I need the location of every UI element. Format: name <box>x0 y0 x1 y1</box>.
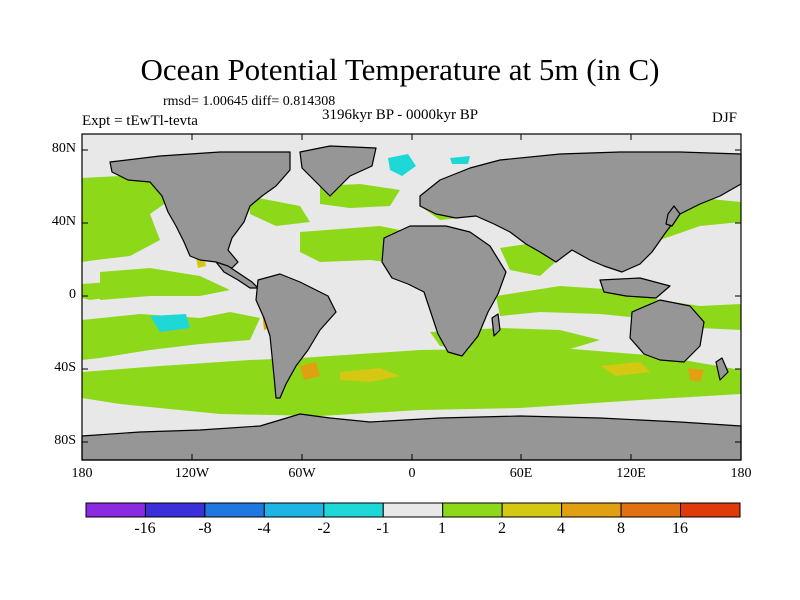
anomaly-patch <box>82 282 120 300</box>
lon-label: 180 <box>730 466 752 481</box>
axis-ticks <box>82 134 741 460</box>
land-greenland <box>299 145 377 197</box>
stats-text: rmsd= 1.00645 diff= 0.814308 <box>163 94 336 109</box>
map-title: Ocean Potential Temperature at 5m (in C) <box>140 52 660 87</box>
anomaly-patch <box>300 362 320 380</box>
colorbar-label: 8 <box>617 520 625 537</box>
land-australia <box>629 299 705 363</box>
anomaly-patch <box>82 348 741 416</box>
land-madagascar <box>491 313 501 337</box>
anomaly-patch <box>248 196 310 226</box>
lon-label: 60W <box>288 466 316 481</box>
anomaly-patch <box>688 368 704 382</box>
colorbar-bin <box>561 502 622 518</box>
lon-label: 120E <box>616 466 646 481</box>
colorbar-label: -16 <box>134 520 156 537</box>
colorbar-label: 2 <box>498 520 506 537</box>
anomaly-patch <box>82 312 260 360</box>
experiment-label: Expt = tEwTl-tevta <box>82 113 198 129</box>
anomaly-patch <box>82 176 170 262</box>
lon-label: 0 <box>408 466 416 481</box>
anomaly-patch <box>600 362 650 376</box>
land-masses <box>81 145 742 461</box>
colorbar-label: -2 <box>317 520 331 537</box>
colorbar-bin <box>442 502 503 518</box>
colorbar-bin <box>144 502 206 518</box>
anomaly-patch <box>150 314 190 332</box>
lat-label: 80N <box>51 141 76 156</box>
land-new-zealand <box>715 357 729 381</box>
anomaly-patch <box>320 184 400 208</box>
colorbar-label: 4 <box>557 520 565 537</box>
colorbar <box>85 502 741 518</box>
colorbar-label: -4 <box>257 520 271 537</box>
land-north-america <box>109 151 291 269</box>
lon-label: 60E <box>509 466 533 481</box>
colorbar-label: -8 <box>198 520 212 537</box>
anomaly-patch <box>100 268 230 300</box>
colorbar-bin <box>620 502 681 518</box>
colorbar-bin <box>263 502 325 518</box>
land-japan <box>665 205 681 227</box>
lat-label: 40N <box>51 214 76 229</box>
lat-label: 40S <box>54 360 76 375</box>
land-africa <box>381 225 507 357</box>
lon-label: 180 <box>71 466 93 481</box>
land-south-america <box>255 273 337 399</box>
lat-label: 80S <box>54 433 76 448</box>
colorbar-label: -1 <box>376 520 390 537</box>
colorbar-bin <box>680 502 741 518</box>
period-label: 3196kyr BP - 0000kyr BP <box>322 107 479 123</box>
lon-label: 120W <box>174 466 210 481</box>
colorbar-label: 16 <box>672 520 688 537</box>
colorbar-bin <box>382 502 444 518</box>
colorbar-label: 1 <box>438 520 446 537</box>
lat-label: 0 <box>69 287 76 302</box>
colorbar-bin <box>204 502 265 518</box>
land-maritime-continent <box>599 277 671 299</box>
colorbar-bin <box>323 502 384 518</box>
anomaly-patch <box>340 368 400 382</box>
colorbar-bin <box>501 502 563 518</box>
colorbar-bin <box>85 502 146 518</box>
anomaly-patch <box>388 154 416 176</box>
anomaly-patch <box>450 156 470 164</box>
season-label: DJF <box>712 110 738 126</box>
land-eurasia <box>419 151 742 273</box>
